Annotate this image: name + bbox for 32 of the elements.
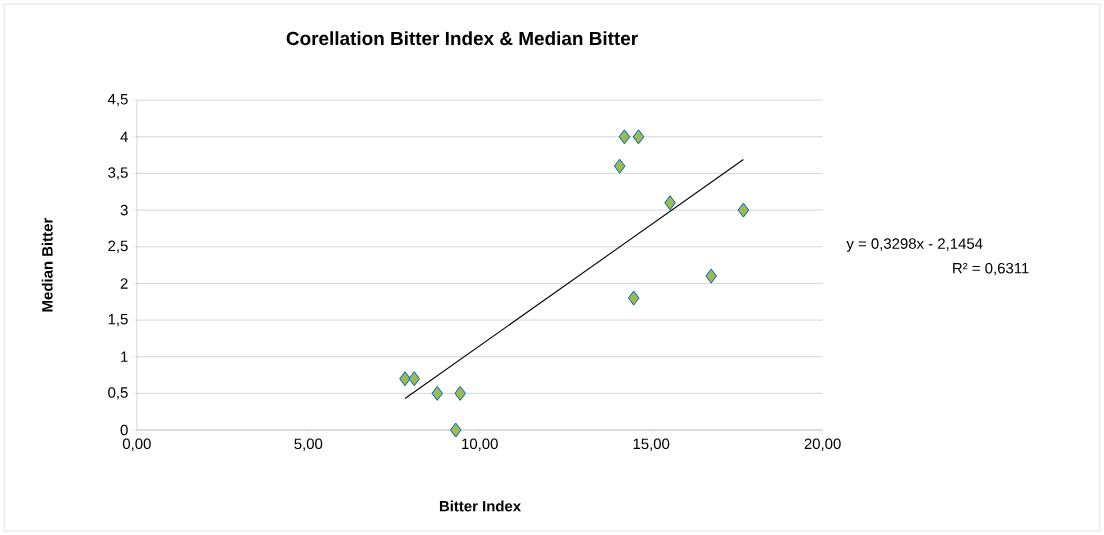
point xyxy=(737,202,750,218)
y-axis-title: Median Bitter xyxy=(41,217,53,312)
point xyxy=(399,371,411,387)
y-tick-label: 0,5 xyxy=(108,387,128,400)
point xyxy=(632,129,645,145)
x-tick-label: 15,00 xyxy=(633,438,670,451)
point xyxy=(627,290,640,306)
y-tick-label: 3,5 xyxy=(108,167,128,180)
y-tick-label: 3 xyxy=(120,204,128,216)
point xyxy=(618,129,631,145)
x-tick-label: 0,00 xyxy=(122,438,151,451)
point xyxy=(408,371,420,387)
text: R² = 0,6311 xyxy=(953,262,1029,276)
chart-title: Corellation Bitter Index & Median Bitter xyxy=(286,31,638,46)
point xyxy=(705,268,717,284)
point xyxy=(664,195,676,211)
x-tick-label: 20,00 xyxy=(804,438,841,451)
x-tick-label: 10,00 xyxy=(462,438,498,451)
point xyxy=(454,385,466,401)
point xyxy=(431,385,443,401)
point xyxy=(613,158,626,174)
y-tick-label: 2,5 xyxy=(108,240,128,253)
text: y = 0,3298x - 2,1454 xyxy=(846,238,983,252)
x-tick-label: 5,00 xyxy=(294,438,323,451)
y-tick-label: 4,5 xyxy=(107,93,128,107)
y-tick-label: 0 xyxy=(120,424,128,436)
x-axis-title: Bitter Index xyxy=(439,500,521,512)
y-tick-label: 2 xyxy=(120,278,128,289)
y-tick-label: 4 xyxy=(120,131,128,142)
y-tick-label: 1,5 xyxy=(108,313,128,327)
y-tick-label: 1 xyxy=(121,351,128,362)
point xyxy=(449,422,462,438)
